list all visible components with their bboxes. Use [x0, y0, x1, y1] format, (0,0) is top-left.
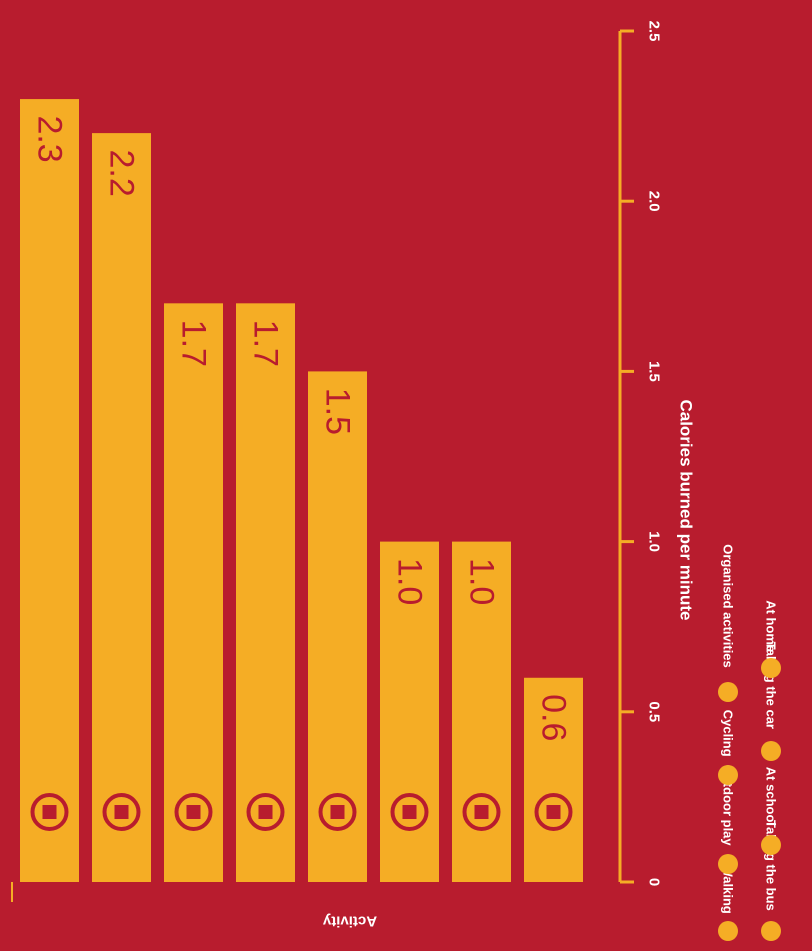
icon-ring — [462, 793, 501, 831]
x-tick-label: 1.0 — [646, 531, 663, 552]
x-tick-label: 1.5 — [646, 361, 663, 382]
bar — [452, 541, 511, 882]
bar-group-6: 1.0 — [380, 541, 439, 882]
legend-label: Taking the car — [764, 642, 779, 729]
value-label: 1.5 — [319, 388, 357, 435]
icon-ring — [390, 793, 429, 831]
legend-marker — [761, 921, 781, 941]
legend-marker — [718, 682, 738, 702]
home-icon — [534, 793, 573, 831]
legend-label: At school — [764, 767, 779, 826]
organised-activities-icon — [246, 793, 285, 831]
bar — [20, 99, 79, 882]
bar-group-1: 2.3 — [20, 99, 79, 882]
legend-label: Taking the bus — [764, 820, 779, 911]
icon-core — [330, 805, 345, 819]
bar-group-8: 0.6 — [524, 677, 583, 882]
bar-group-4: 1.7 — [236, 303, 295, 882]
legend-marker — [718, 854, 738, 874]
x-tick-label: 0.5 — [646, 701, 663, 722]
x-tick-label: 0 — [646, 878, 663, 886]
outdoor-play-icon — [102, 793, 141, 831]
bar — [164, 303, 223, 882]
legend-item-8: At home — [761, 600, 781, 678]
icon-core — [402, 805, 417, 819]
value-label: 2.3 — [31, 115, 69, 162]
legend-label: Cycling — [721, 710, 736, 757]
legend-marker — [718, 765, 738, 785]
legend-item-3: Cycling — [718, 710, 738, 785]
icon-ring — [534, 793, 573, 831]
bar — [92, 133, 151, 882]
value-label: 1.0 — [463, 558, 501, 605]
legend-marker — [718, 921, 738, 941]
icon-core — [42, 805, 57, 819]
value-label: 2.2 — [103, 149, 141, 196]
value-label: 1.0 — [391, 558, 429, 605]
bar — [524, 677, 583, 882]
icon-ring — [246, 793, 285, 831]
value-label: 1.7 — [175, 320, 213, 367]
icon-ring — [318, 793, 357, 831]
icon-core — [114, 805, 129, 819]
bar-group-7: 1.0 — [452, 541, 511, 882]
legend-marker — [761, 741, 781, 761]
legend-label: Outdoor play — [721, 765, 736, 847]
icon-core — [546, 805, 561, 819]
value-label: 1.7 — [247, 320, 285, 367]
bar-group-5: 1.5 — [308, 371, 367, 882]
value-label: 0.6 — [535, 694, 573, 741]
x-tick-label: 2.0 — [646, 191, 663, 212]
y-axis-label: Activity — [322, 913, 377, 930]
legend-item-4: Organised activities — [718, 544, 738, 702]
legend-item-1: Walking — [718, 865, 738, 941]
icon-ring — [174, 793, 213, 831]
legend-label: Walking — [721, 865, 736, 914]
bar — [380, 541, 439, 882]
school-icon — [390, 793, 429, 831]
legend-item-6: At school — [761, 767, 781, 855]
cycling-icon — [174, 793, 213, 831]
icon-ring — [102, 793, 141, 831]
icon-core — [474, 805, 489, 819]
legend-marker — [761, 835, 781, 855]
walking-icon — [30, 793, 69, 831]
icon-core — [186, 805, 201, 819]
icon-ring — [30, 793, 69, 831]
bus-icon — [318, 793, 357, 831]
x-axis-label: Calories burned per minute — [677, 399, 696, 620]
legend-label: Organised activities — [721, 544, 736, 668]
legend-label: At home — [764, 600, 779, 652]
car-icon — [462, 793, 501, 831]
legend-marker — [761, 658, 781, 678]
legend-item-2: Outdoor play — [718, 765, 738, 874]
icon-core — [258, 805, 273, 819]
bar-group-2: 2.2 — [92, 133, 151, 882]
bar — [236, 303, 295, 882]
bar-group-3: 1.7 — [164, 303, 223, 882]
x-tick-label: 2.5 — [646, 21, 663, 42]
